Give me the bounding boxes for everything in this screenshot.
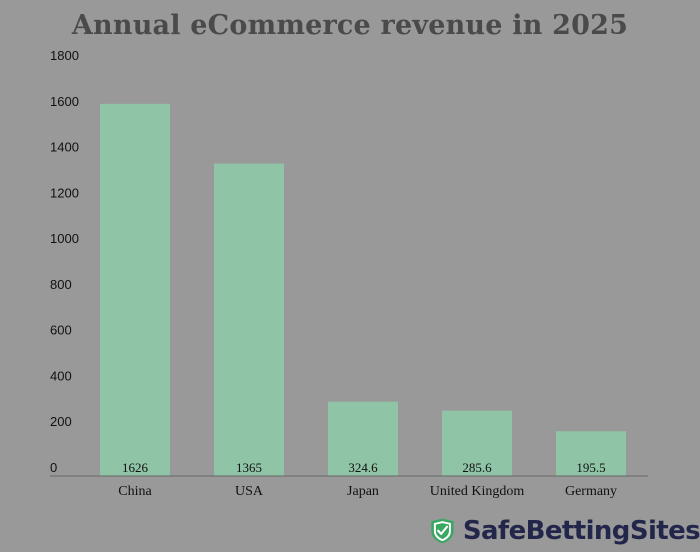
bar-chart: 0 200 400 600 800 1000 1200 1400 1600 1800 1626 13… [50, 48, 648, 499]
data-label: 324.6 [348, 460, 378, 475]
y-tick-label: 1200 [50, 185, 79, 200]
value-labels: 1626 1365 324.6 285.6 195.5 [122, 460, 606, 475]
data-label: 1626 [122, 460, 149, 475]
y-tick-label: 1400 [50, 140, 79, 155]
y-tick-label: 600 [50, 323, 72, 338]
y-tick-label: 400 [50, 368, 72, 383]
data-label: 285.6 [462, 460, 492, 475]
bars [100, 103, 626, 477]
shield-check-icon [431, 518, 454, 544]
chart-title: Annual eCommerce revenue in 2025 [71, 10, 629, 41]
y-tick-label: 0 [50, 460, 57, 475]
y-tick-label: 1800 [50, 48, 79, 63]
x-tick-label: Japan [347, 484, 379, 499]
y-tick-label: 1000 [50, 231, 79, 246]
x-tick-label: United Kingdom [430, 484, 525, 499]
brand-logo: SafeBettingSites [430, 510, 700, 552]
x-tick-label: Germany [565, 484, 617, 499]
x-tick-label: China [118, 484, 152, 499]
y-tick-label: 800 [50, 277, 72, 292]
bar-usa [214, 163, 284, 477]
y-tick-label: 200 [50, 414, 72, 429]
data-label: 1365 [236, 460, 262, 475]
y-axis: 0 200 400 600 800 1000 1200 1400 1600 1800 [50, 48, 79, 475]
bar-china [100, 103, 170, 477]
data-label: 195.5 [576, 460, 605, 475]
bar-japan [328, 401, 398, 476]
brand-name: SafeBettingSites [462, 516, 700, 546]
x-tick-label: USA [235, 484, 264, 499]
y-tick-label: 1600 [50, 94, 79, 109]
bar-united-kingdom [442, 410, 512, 476]
category-labels: China USA Japan United Kingdom Germany [118, 484, 617, 499]
bar-germany [556, 431, 626, 476]
